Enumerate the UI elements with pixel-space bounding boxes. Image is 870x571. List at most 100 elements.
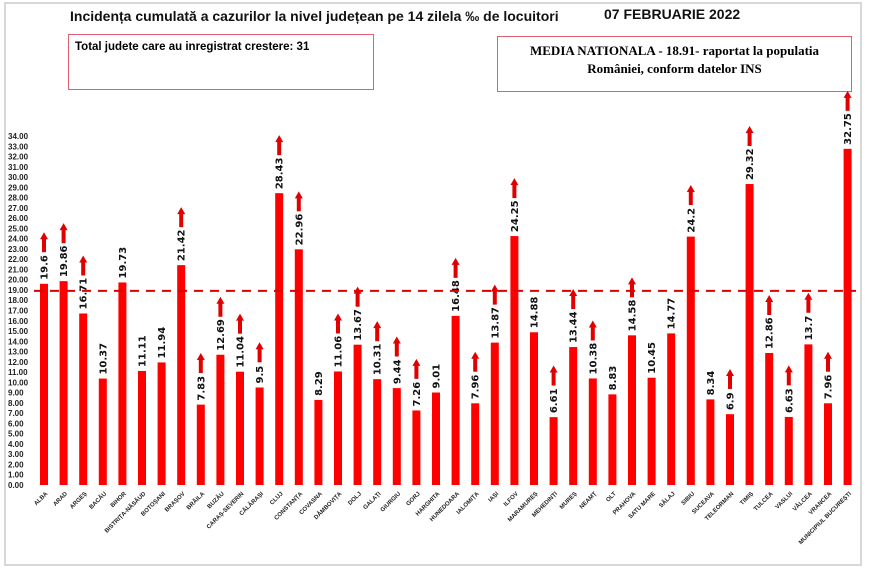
x-tick-label: IAȘI <box>488 491 501 504</box>
y-tick-label: 22.00 <box>8 255 29 264</box>
increase-note-box: Total judete care au inregistrat crester… <box>68 34 374 90</box>
data-label: 22.96 <box>294 214 305 246</box>
bar <box>98 378 107 485</box>
bar <box>451 315 460 485</box>
increase-arrow-icon <box>569 289 578 310</box>
y-tick-label: 3.00 <box>8 450 24 459</box>
national-average-line2: României, conform datelor INS <box>587 61 762 76</box>
bar <box>843 148 852 486</box>
increase-arrow-icon <box>745 126 754 147</box>
bar <box>79 313 88 485</box>
y-tick-label: 29.00 <box>8 183 29 192</box>
data-label: 10.45 <box>647 342 658 374</box>
increase-arrow-icon <box>294 191 303 212</box>
x-tick-label: OLT <box>605 491 618 504</box>
increase-arrow-icon <box>686 184 695 205</box>
bar <box>314 399 323 485</box>
bar <box>334 371 342 485</box>
bar <box>177 265 186 485</box>
y-tick-label: 13.00 <box>8 348 29 357</box>
y-tick-label: 1.00 <box>8 471 24 480</box>
data-label: 13.67 <box>353 309 364 341</box>
increase-arrow-icon <box>412 358 421 379</box>
increase-arrow-icon <box>451 257 460 278</box>
y-tick-label: 12.00 <box>8 358 29 367</box>
national-average-line1: MEDIA NATIONALA - 18.91- raportat la pop… <box>529 43 820 58</box>
increase-arrow-icon <box>824 351 832 372</box>
y-tick-label: 14.00 <box>8 337 29 346</box>
data-label: 6.63 <box>784 388 795 413</box>
y-tick-label: 11.00 <box>8 368 28 377</box>
x-tick-label: BUZĂU <box>206 490 226 510</box>
data-label: 10.31 <box>373 343 384 375</box>
bar <box>373 379 382 485</box>
y-tick-label: 23.00 <box>8 245 29 254</box>
y-tick-label: 4.00 <box>8 440 24 449</box>
data-label: 24.2 <box>686 208 697 233</box>
x-tick-label: VASLUI <box>775 491 795 511</box>
data-label: 10.37 <box>98 343 109 375</box>
bar <box>118 282 127 485</box>
increase-arrow-icon <box>549 365 558 386</box>
bar <box>686 236 695 485</box>
increase-arrow-icon <box>40 232 48 253</box>
increase-arrow-icon <box>392 336 401 357</box>
y-tick-label: 28.00 <box>8 194 29 203</box>
y-tick-label: 19.00 <box>8 286 29 295</box>
y-tick-label: 34.00 <box>8 132 29 141</box>
y-tick-label: 25.00 <box>8 224 29 233</box>
increase-arrow-icon <box>471 351 480 372</box>
y-tick-label: 33.00 <box>8 142 29 151</box>
data-label: 8.34 <box>706 371 717 396</box>
data-label: 11.04 <box>236 336 247 368</box>
y-tick-label: 7.00 <box>8 409 24 418</box>
bar <box>236 371 244 485</box>
data-label: 28.43 <box>275 158 286 190</box>
data-label: 16.48 <box>451 280 462 312</box>
y-tick-label: 20.00 <box>8 276 29 285</box>
y-tick-label: 10.00 <box>8 378 29 387</box>
data-label: 16.71 <box>79 278 90 310</box>
increase-arrow-icon <box>353 286 362 307</box>
y-tick-label: 0.00 <box>8 481 24 490</box>
increase-arrow-icon <box>236 313 244 334</box>
increase-arrow-icon <box>588 320 597 341</box>
data-label: 11.11 <box>138 335 149 367</box>
increase-arrow-icon <box>196 353 205 374</box>
data-label: 9.5 <box>255 366 266 384</box>
bar <box>784 416 793 485</box>
y-tick-label: 8.00 <box>8 399 24 408</box>
x-tick-label: ILFOV <box>503 491 520 508</box>
bar <box>530 332 538 485</box>
bar <box>510 236 519 485</box>
data-label: 9.44 <box>392 359 403 384</box>
x-tick-label: CARAȘ-SEVERIN <box>206 491 245 530</box>
x-tick-label: SIBIU <box>681 491 697 507</box>
x-tick-label: TULCEA <box>753 491 775 513</box>
bar <box>647 377 656 485</box>
bar <box>471 403 480 485</box>
bar <box>706 399 715 485</box>
increase-arrow-icon <box>490 284 499 305</box>
data-label: 13.87 <box>490 307 501 339</box>
data-label: 29.32 <box>745 148 756 180</box>
increase-arrow-icon <box>510 178 519 199</box>
bar <box>804 344 813 485</box>
x-tick-label: TIMIȘ <box>739 491 755 507</box>
data-label: 7.96 <box>824 375 835 400</box>
increase-arrow-icon <box>79 255 88 276</box>
bar <box>275 193 284 485</box>
data-label: 21.42 <box>177 229 188 261</box>
bar <box>412 410 421 485</box>
data-label: 12.86 <box>765 317 776 349</box>
data-label: 14.58 <box>628 300 639 332</box>
data-label: 11.94 <box>157 327 168 359</box>
bar <box>608 394 617 485</box>
x-tick-label: DOLJ <box>347 491 363 507</box>
x-tick-label: BACĂU <box>88 490 108 510</box>
x-tick-label: BRĂILA <box>185 490 206 511</box>
y-tick-label: 24.00 <box>8 235 29 244</box>
increase-note: Total judete care au inregistrat crester… <box>75 41 310 53</box>
data-label: 32.75 <box>843 113 854 145</box>
